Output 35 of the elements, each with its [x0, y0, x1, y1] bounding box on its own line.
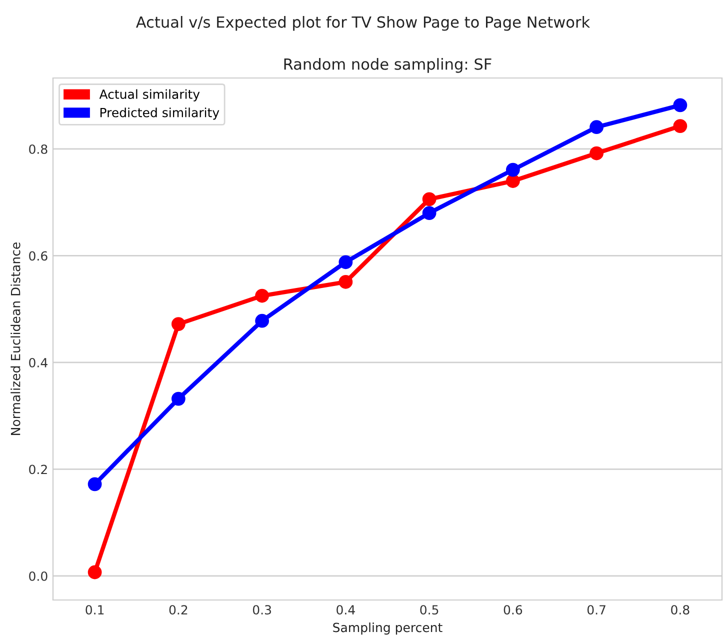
legend-label: Predicted similarity	[100, 108, 220, 120]
point	[88, 565, 102, 580]
y-tick-label: 0.4	[29, 358, 48, 368]
point	[255, 288, 270, 303]
chart-title: Random node sampling: SF	[284, 58, 492, 73]
point	[673, 98, 688, 112]
chart-subtitle: Actual v/s Expected plot for TV Show Page to Page Network	[136, 16, 590, 31]
point	[673, 119, 688, 133]
y-tick-label: 0.6	[29, 251, 48, 261]
x-tick-label: 0.3	[252, 605, 271, 615]
x-tick-label: 0.8	[671, 605, 690, 615]
point	[255, 314, 270, 328]
x-tick-label: 0.2	[169, 605, 188, 615]
point	[506, 162, 520, 177]
y-tick-label: 0.8	[29, 144, 48, 154]
y-axis-title: Normalized Euclidean Distance	[10, 242, 20, 435]
legend-label: Actual similarity	[99, 89, 200, 102]
point	[171, 392, 186, 406]
x-tick-label: 0.1	[86, 605, 104, 615]
x-tick-label: 0.6	[504, 605, 522, 615]
point	[422, 192, 436, 206]
point	[506, 174, 520, 188]
point	[171, 317, 186, 331]
point	[88, 477, 102, 492]
x-tick-label: 0.4	[336, 605, 355, 615]
point	[338, 274, 353, 289]
x-tick-label: 0.5	[420, 605, 438, 615]
y-tick-label: 0.2	[29, 464, 47, 474]
point	[590, 120, 604, 134]
y-tick-label: 0.0	[29, 571, 48, 581]
point	[590, 146, 604, 160]
point	[422, 206, 436, 220]
x-tick-label: 0.7	[587, 605, 606, 615]
x-axis-title: Sampling percent	[333, 622, 442, 635]
point	[338, 255, 353, 270]
